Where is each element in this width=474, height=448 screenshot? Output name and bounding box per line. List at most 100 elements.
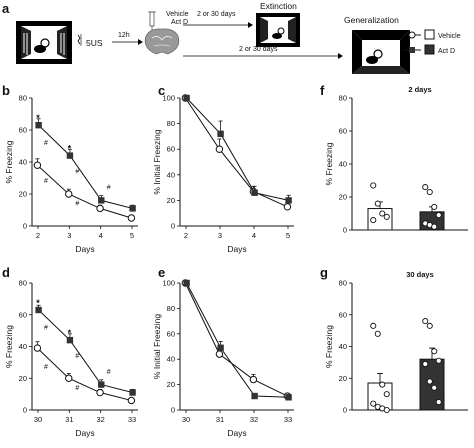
panel-letter-d: d <box>2 265 10 280</box>
y-tick-label: 80 <box>339 94 347 103</box>
arrowhead <box>138 39 143 45</box>
individual-point <box>370 400 377 407</box>
x-axis-label: Days <box>75 428 94 438</box>
series-vehicle <box>33 158 136 222</box>
data-point <box>129 389 136 396</box>
individual-point <box>370 217 377 224</box>
significance-mark: # <box>75 169 79 176</box>
x-tick-label: 30 <box>182 415 190 424</box>
series-line <box>38 309 133 394</box>
y-tick-label: 80 <box>167 304 175 313</box>
conditioning-box-icon <box>16 21 72 64</box>
interval-label: 12h <box>118 32 130 39</box>
y-tick-label: 0 <box>23 222 27 231</box>
individual-point <box>370 182 377 189</box>
y-tick-label: 40 <box>339 342 347 351</box>
x-tick-label: 4 <box>99 231 103 240</box>
brain-slice-icon <box>144 28 180 55</box>
data-point <box>65 374 73 382</box>
chart-title: 2 days <box>408 85 431 94</box>
syringe-icon <box>148 11 156 32</box>
y-tick-label: 0 <box>343 406 347 415</box>
y-tick-label: 20 <box>167 196 175 205</box>
data-point <box>96 388 104 397</box>
individual-point <box>422 360 429 368</box>
panel-letter-b: b <box>2 83 10 98</box>
x-tick-label: 2 <box>36 231 40 240</box>
legend-vehicle-marker <box>408 31 416 39</box>
significance-mark: # <box>75 201 79 208</box>
series-vehicle <box>181 279 292 400</box>
panel-letter-f: f <box>320 83 325 98</box>
panel-letter-g: g <box>320 265 328 280</box>
data-point <box>215 145 224 153</box>
data-point <box>127 396 136 405</box>
dose-label: 5US <box>86 38 103 48</box>
data-point <box>33 344 42 352</box>
data-point <box>96 204 104 213</box>
individual-point <box>422 318 429 325</box>
significance-mark: * <box>36 298 40 308</box>
y-tick-label: 40 <box>19 158 27 167</box>
bar-group-vehicle <box>367 322 393 414</box>
y-tick-label: 60 <box>167 145 175 154</box>
data-point <box>35 122 42 129</box>
series-act-d <box>183 94 292 204</box>
extinction-box-icon <box>256 13 300 47</box>
data-point <box>98 197 105 204</box>
data-point <box>33 161 42 169</box>
data-point <box>251 392 258 400</box>
data-point <box>66 152 74 159</box>
x-tick-label: 3 <box>67 231 71 240</box>
significance-mark: # <box>44 140 48 147</box>
significance-mark: # <box>107 185 111 192</box>
x-tick-label: 33 <box>128 415 136 424</box>
data-point <box>183 279 190 287</box>
series-act-d <box>35 304 136 396</box>
branch-bottom-label: 2 or 30 days <box>239 46 278 53</box>
y-tick-label: 40 <box>339 160 347 169</box>
individual-point <box>370 322 377 329</box>
significance-mark: # <box>44 178 48 185</box>
x-tick-label: 33 <box>284 415 292 424</box>
significance-mark: # <box>107 369 111 376</box>
panel-a: a 5US 12h <box>2 1 461 74</box>
data-point <box>249 375 258 384</box>
y-tick-label: 40 <box>167 355 175 364</box>
y-tick-label: 0 <box>171 222 175 231</box>
x-tick-label: 31 <box>65 415 73 424</box>
individual-point <box>374 200 381 207</box>
y-axis-label: % Freezing <box>324 142 334 185</box>
bar-group-vehicle <box>367 182 393 231</box>
y-tick-label: 80 <box>167 119 175 128</box>
y-tick-label: 60 <box>339 127 347 136</box>
significance-mark: # <box>44 324 48 331</box>
series-act-d <box>35 118 136 212</box>
individual-point <box>379 210 386 217</box>
y-tick-label: 0 <box>171 406 175 415</box>
individual-point <box>426 378 433 385</box>
bar-group-act-d <box>419 184 445 231</box>
legend-vehicle-swatch <box>424 29 435 40</box>
x-axis-label: Days <box>227 428 246 438</box>
significance-mark: # <box>44 364 48 371</box>
y-axis-label: % Freezing <box>4 140 14 183</box>
x-tick-label: 32 <box>250 415 258 424</box>
y-tick-label: 40 <box>167 170 175 179</box>
branch-top-label: 2 or 30 days <box>197 11 236 18</box>
y-tick-label: 40 <box>19 342 27 351</box>
panel-letter-a: a <box>2 1 10 16</box>
y-tick-label: 80 <box>19 279 27 288</box>
series-line <box>37 347 132 401</box>
data-point <box>183 94 190 102</box>
y-axis-label: % Initial Freezing <box>152 129 162 194</box>
data-point <box>283 203 292 211</box>
y-tick-label: 0 <box>343 226 347 235</box>
individual-point <box>435 357 442 364</box>
y-tick-label: 100 <box>162 279 175 288</box>
data-point <box>129 205 136 212</box>
individual-point <box>426 322 433 329</box>
chart-f: 0 20 40 60 80 % Freezing 2 days <box>324 85 468 235</box>
